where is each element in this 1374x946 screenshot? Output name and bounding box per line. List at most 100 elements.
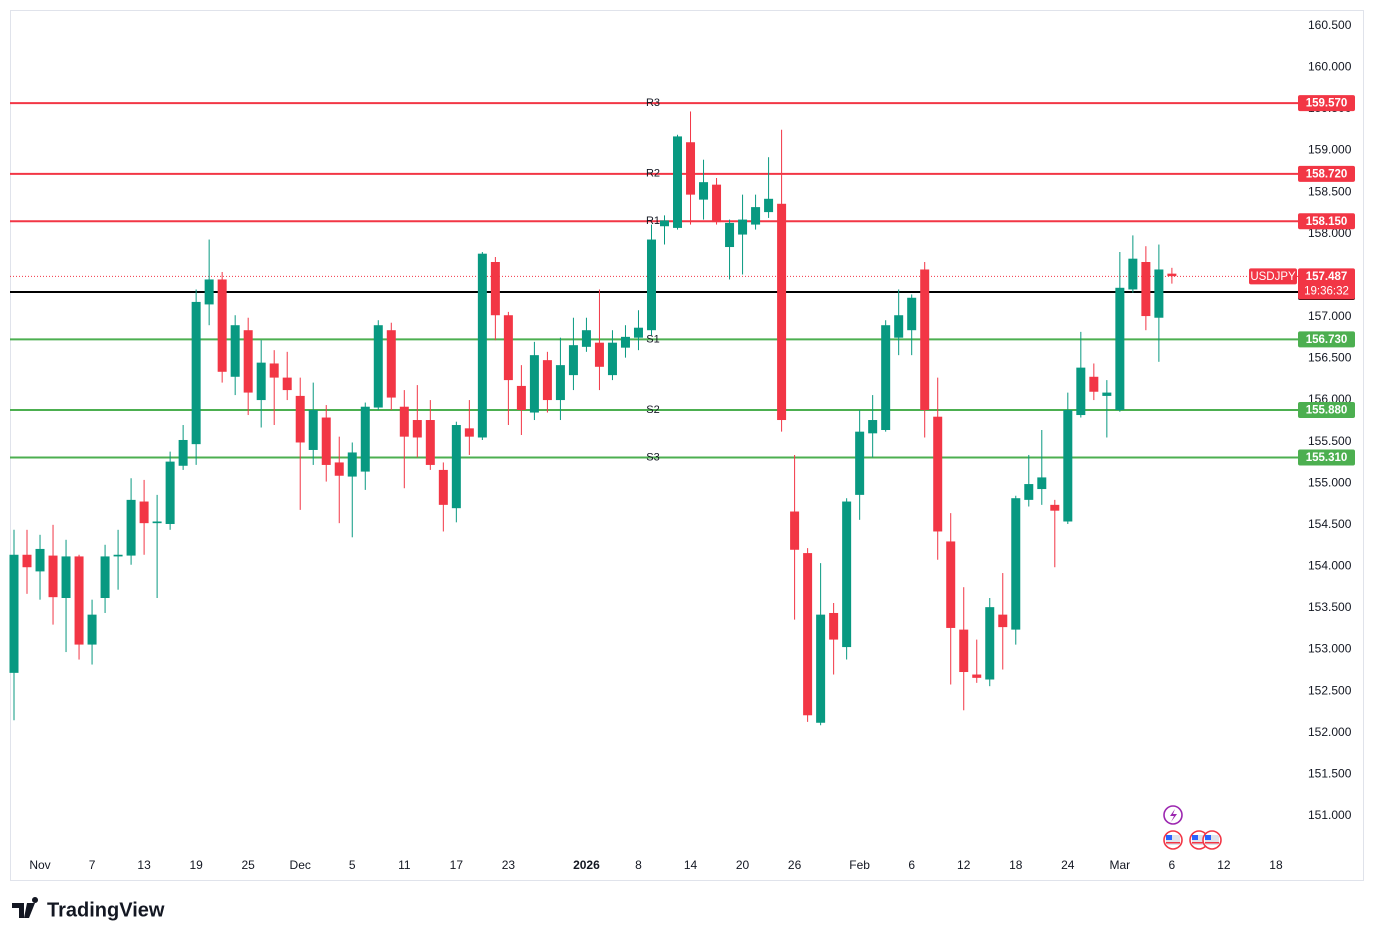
y-tick-label: 153.000: [1308, 642, 1352, 656]
level-tag-label: 155.310: [1306, 452, 1348, 464]
candle-body: [568, 345, 578, 376]
candle-body: [699, 182, 709, 200]
candle-body: [503, 315, 513, 381]
y-tick-label: 151.500: [1308, 766, 1352, 780]
flag-icon[interactable]: [1202, 830, 1222, 850]
candle-body: [1128, 258, 1138, 290]
candle-body: [126, 499, 136, 556]
candle-body: [360, 406, 370, 472]
candle-body: [985, 607, 995, 680]
level-name: R3: [646, 97, 660, 109]
x-tick-label: 17: [450, 858, 464, 872]
candle-body: [555, 365, 565, 401]
candle-body: [790, 511, 800, 550]
candle-body: [9, 554, 19, 673]
x-tick-label: 18: [1009, 858, 1023, 872]
y-tick-label: 158.000: [1308, 226, 1352, 240]
candle-body: [529, 355, 539, 413]
candle-body: [334, 462, 344, 476]
candle-body: [399, 406, 409, 437]
x-tick-label: 23: [502, 858, 516, 872]
level-name: S3: [646, 451, 659, 463]
level-tag-label: 155.880: [1306, 405, 1348, 417]
candle-body: [1050, 504, 1060, 511]
candles: [9, 111, 1177, 726]
candle-body: [516, 385, 526, 411]
level-tag-label: 158.720: [1306, 168, 1348, 180]
y-tick-label: 155.000: [1308, 475, 1352, 489]
x-tick-label: 7: [89, 858, 96, 872]
candle-body: [998, 614, 1008, 628]
x-tick-label: 14: [684, 858, 698, 872]
candle-body: [751, 207, 761, 225]
candle-body: [308, 410, 318, 450]
candle-body: [607, 342, 617, 376]
x-tick-label: 8: [635, 858, 642, 872]
candle-body: [620, 336, 630, 348]
x-tick-label: 24: [1061, 858, 1075, 872]
candle-body: [178, 439, 188, 466]
candle-body: [881, 325, 891, 431]
level-name: R1: [646, 215, 660, 227]
candle-body: [842, 501, 852, 648]
candle-body: [816, 614, 826, 723]
level-tag: [1298, 95, 1355, 112]
candle-body: [633, 327, 643, 338]
candle-body: [87, 614, 97, 645]
candle-body: [803, 553, 813, 716]
candle-body: [217, 279, 227, 372]
candle-body: [61, 556, 71, 599]
candle-body: [1141, 262, 1151, 317]
event-icons: [1163, 805, 1222, 850]
candle-body: [74, 556, 84, 645]
candle-body: [295, 395, 305, 443]
candle-body: [425, 420, 435, 465]
last-price-tag: [1298, 268, 1355, 300]
candle-body: [282, 377, 292, 391]
symbol-tag: [1249, 268, 1297, 285]
candle-body: [256, 362, 266, 401]
event-icon-bolt: [1170, 809, 1177, 822]
candle-body: [243, 330, 253, 393]
x-tick-label: 19: [189, 858, 203, 872]
candle-body: [191, 301, 201, 445]
level-name: S1: [646, 333, 659, 345]
level-tag-label: 159.570: [1306, 98, 1348, 110]
countdown-label: 19:36:32: [1304, 285, 1349, 297]
candle-body: [581, 330, 591, 347]
candle-body: [946, 541, 956, 628]
x-tick-label: 6: [1169, 858, 1176, 872]
x-tick-label: 2026: [573, 858, 600, 872]
candle-body: [113, 554, 123, 557]
y-tick-label: 152.500: [1308, 683, 1352, 697]
candle-body: [438, 469, 448, 505]
last-price-label: 157.487: [1306, 271, 1348, 283]
y-tick-label: 160.500: [1308, 18, 1352, 32]
candle-body: [542, 360, 552, 401]
candle-body: [1102, 392, 1112, 396]
candle-body: [1089, 376, 1099, 392]
x-tick-label: 5: [349, 858, 356, 872]
candle-body: [100, 556, 110, 599]
candle-body: [1076, 367, 1086, 416]
flag-icon[interactable]: [1163, 830, 1183, 850]
y-tick-label: 153.500: [1308, 600, 1352, 614]
y-tick-label: 156.500: [1308, 351, 1352, 365]
candle-body: [1115, 287, 1125, 411]
candle-body: [464, 428, 474, 437]
level-tag: [1298, 165, 1355, 182]
candle-body: [269, 363, 279, 378]
candle-body: [764, 198, 774, 213]
candle-body: [1154, 269, 1164, 318]
level-name: R2: [646, 168, 660, 180]
candle-body: [35, 548, 45, 572]
brand: TradingView: [12, 896, 165, 921]
candle-body: [673, 136, 683, 228]
candle-body: [48, 555, 58, 598]
candle-body: [646, 239, 656, 331]
candle-body: [347, 452, 357, 477]
candle-body: [933, 416, 943, 532]
candle-body: [894, 315, 904, 338]
level-tag: [1298, 402, 1355, 419]
x-tick-label: 6: [908, 858, 915, 872]
